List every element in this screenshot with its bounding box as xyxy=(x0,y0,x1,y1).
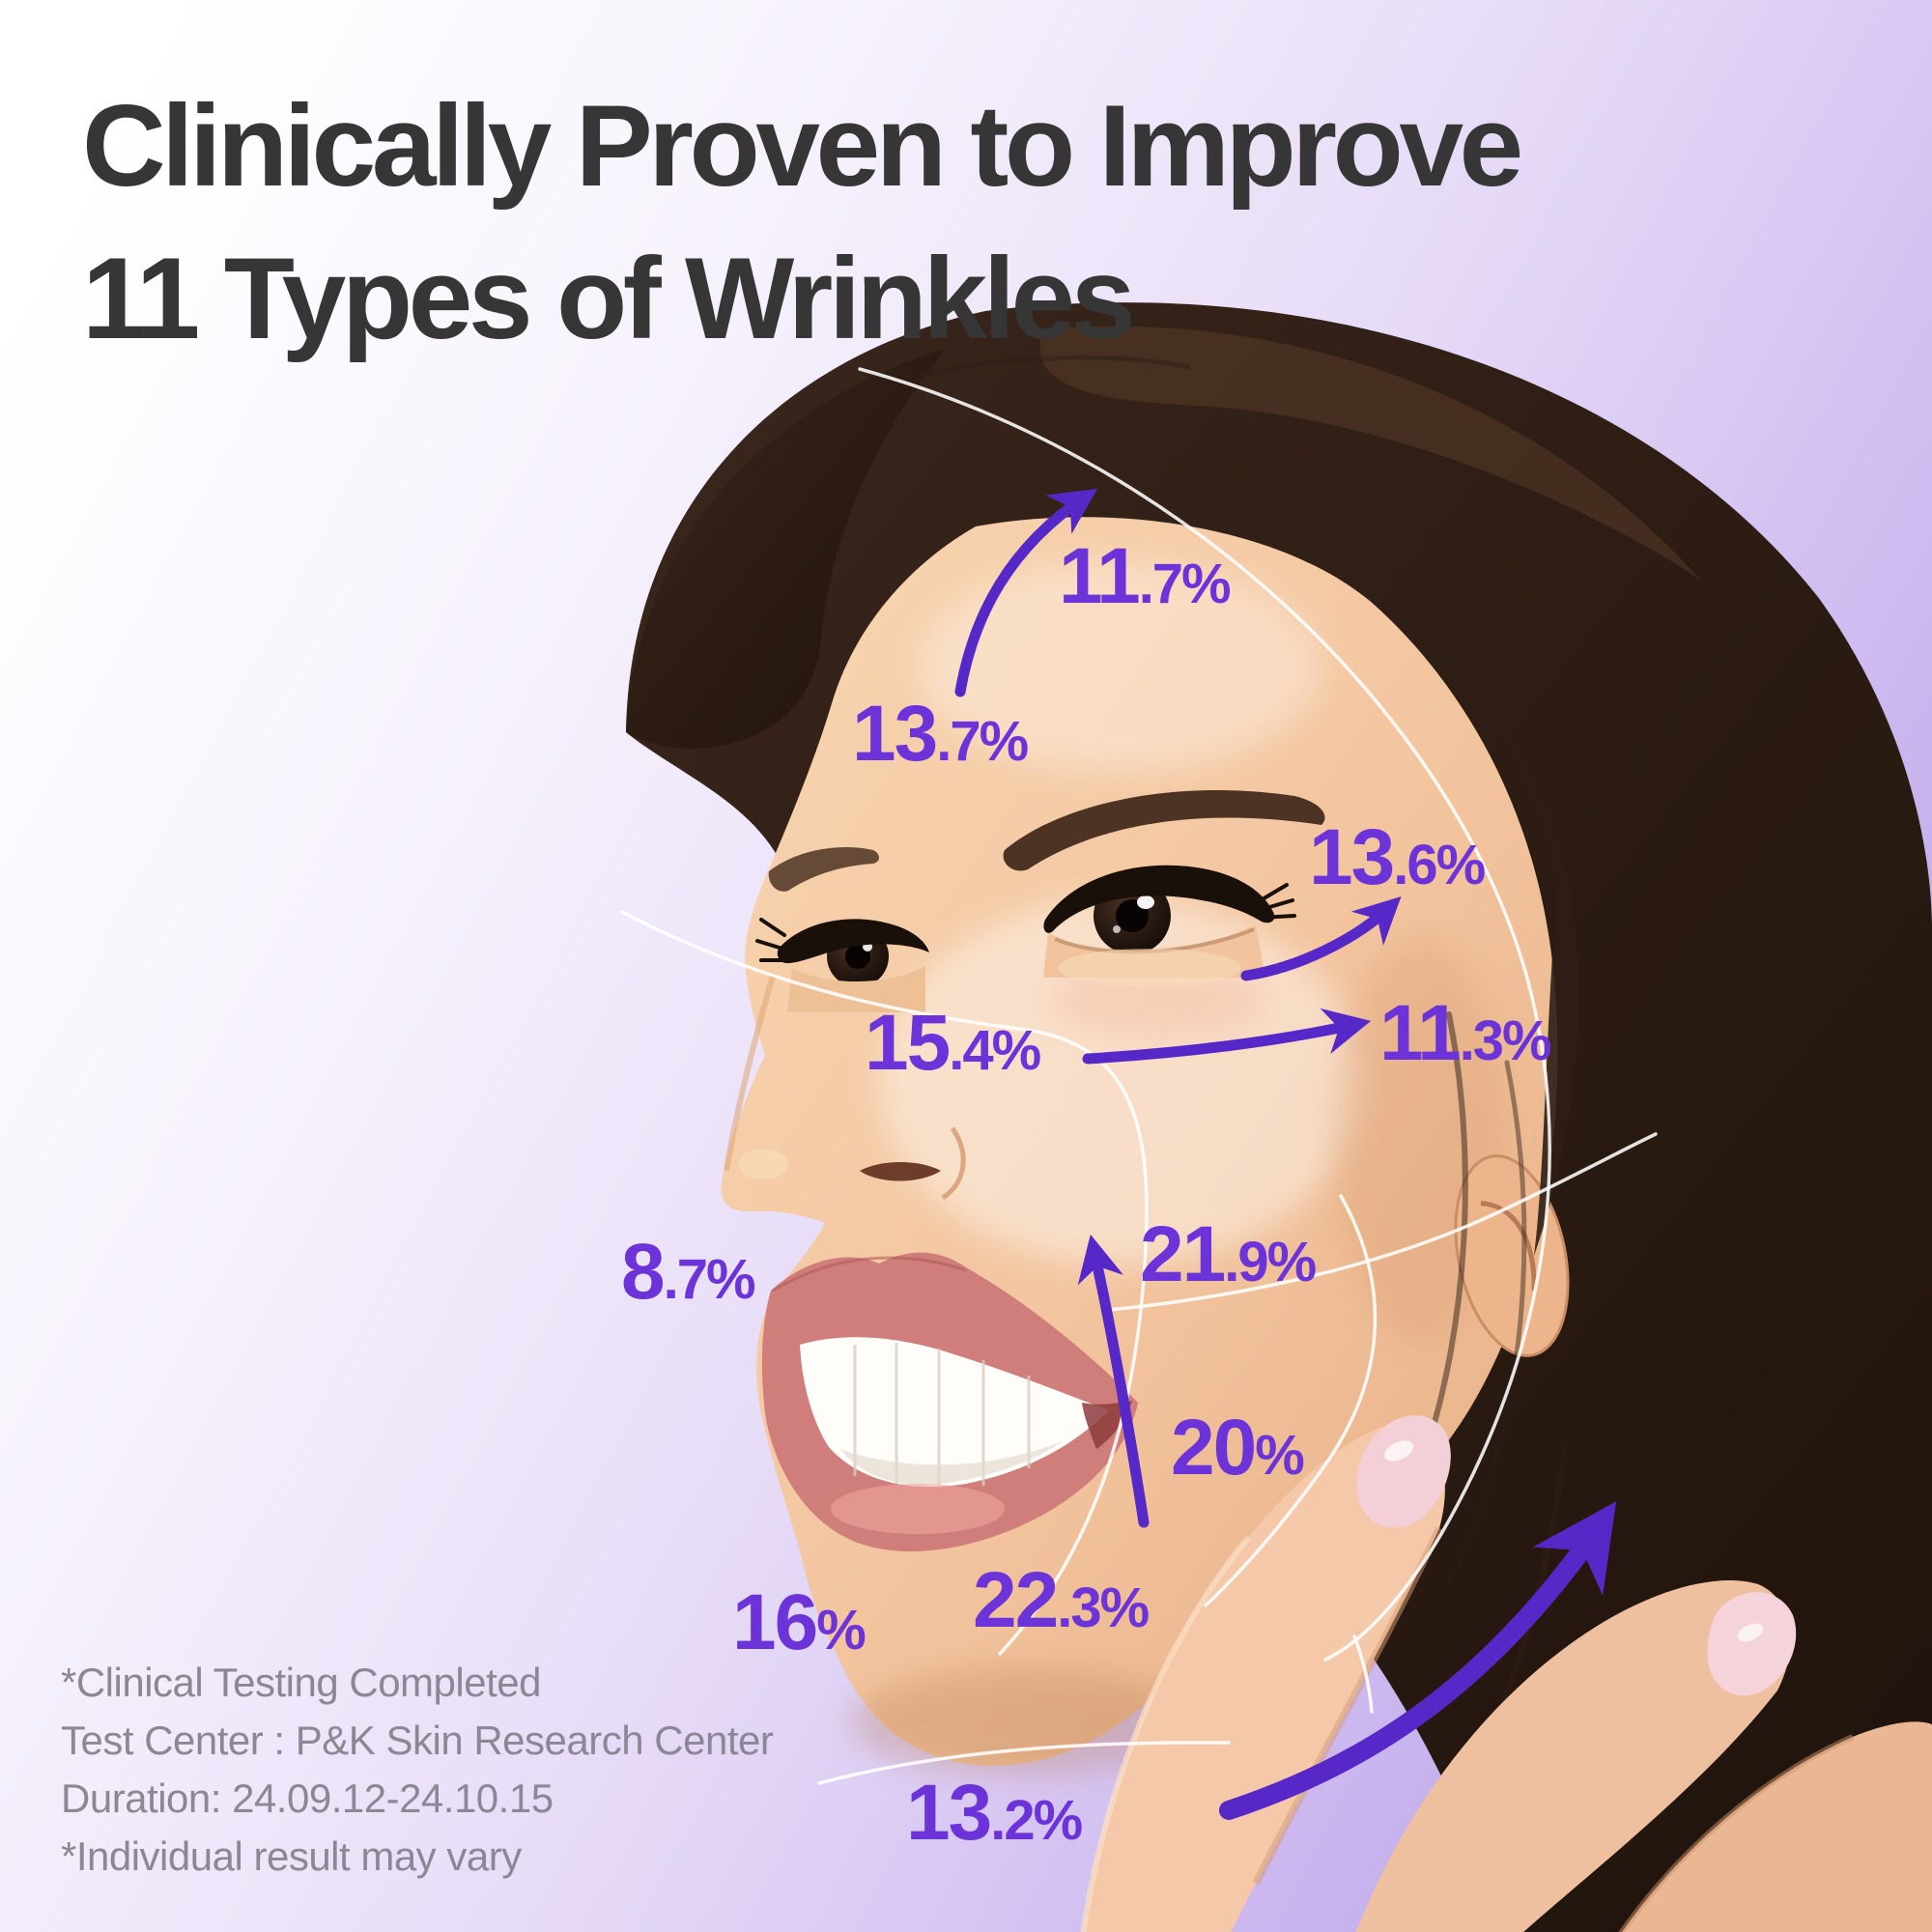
percent-label-nasolabial: 8.7% xyxy=(621,1228,756,1316)
contour-line-jowl xyxy=(1204,1194,1378,1607)
hair-sheen xyxy=(1039,326,1700,580)
headline: Clinically Proven to Improve 11 Types of… xyxy=(82,70,1523,375)
arrow-forehead xyxy=(954,488,1098,697)
headline-line2: 11 Types of Wrinkles xyxy=(82,234,1136,363)
teeth xyxy=(800,1337,1109,1488)
fingernail-1 xyxy=(1356,1415,1451,1528)
improvement-arrows xyxy=(954,488,1617,1820)
percent-label-jaw-neck: 13.2% xyxy=(906,1769,1083,1857)
arrow-jawline xyxy=(1219,1501,1617,1820)
eye-far xyxy=(755,918,929,1012)
eyebrow-near xyxy=(1003,790,1325,871)
arrow-crows-feet xyxy=(1240,896,1402,981)
mouth xyxy=(761,1252,1138,1552)
finger-3 xyxy=(1621,1721,1932,1932)
footnote-clinical-testing: *Clinical Testing Completed xyxy=(61,1660,541,1705)
percent-label-forehead: 11.7% xyxy=(1059,532,1232,620)
percent-label-lip-corner: 20% xyxy=(1171,1404,1305,1492)
footnote-duration: Duration: 24.09.12-24.10.15 xyxy=(61,1776,554,1821)
hair-temple-strand xyxy=(1381,609,1579,1256)
hand xyxy=(1080,1415,1932,1932)
footnote-test-center: Test Center : P&K Skin Research Center xyxy=(61,1718,774,1763)
percent-label-crows-feet: 13.6% xyxy=(1309,813,1486,901)
percent-label-chin: 22.3% xyxy=(973,1556,1150,1644)
eyebrow-far xyxy=(768,846,879,892)
footnote-disclaimer: *Individual result may vary xyxy=(61,1833,522,1879)
face-contour-lines xyxy=(620,367,1658,1785)
arrow-lip-corner xyxy=(1077,1234,1150,1528)
contour-line-jowl-tail xyxy=(1352,1634,1374,1714)
forehead-highlight xyxy=(918,560,1323,773)
headline-line1: Clinically Proven to Improve xyxy=(82,81,1523,211)
arrow-under-eye xyxy=(1082,1008,1372,1065)
hair-front-sweep xyxy=(626,348,947,750)
percent-label-nose-bridge: 15.4% xyxy=(865,999,1041,1087)
fingernail-2 xyxy=(1707,1592,1797,1696)
contour-line-cheek xyxy=(1107,1132,1658,1312)
finger-2 xyxy=(1355,1580,1791,1932)
jaw-shadow xyxy=(850,1668,1198,1775)
contour-line-midface xyxy=(620,910,1149,1656)
nose xyxy=(724,975,966,1201)
percent-label-marionette: 16% xyxy=(732,1578,867,1666)
finger-1 xyxy=(1083,1422,1445,1932)
contour-line-chin xyxy=(817,1741,1231,1785)
percent-label-cheek: 21.9% xyxy=(1140,1210,1317,1298)
percent-label-under-eye: 11.3% xyxy=(1379,989,1552,1077)
footnotes: *Clinical Testing Completed Test Center … xyxy=(61,1654,774,1886)
contour-line-hairline xyxy=(858,367,1551,1662)
percent-label-brow: 13.7% xyxy=(852,690,1029,778)
eye-near xyxy=(1043,865,1296,987)
